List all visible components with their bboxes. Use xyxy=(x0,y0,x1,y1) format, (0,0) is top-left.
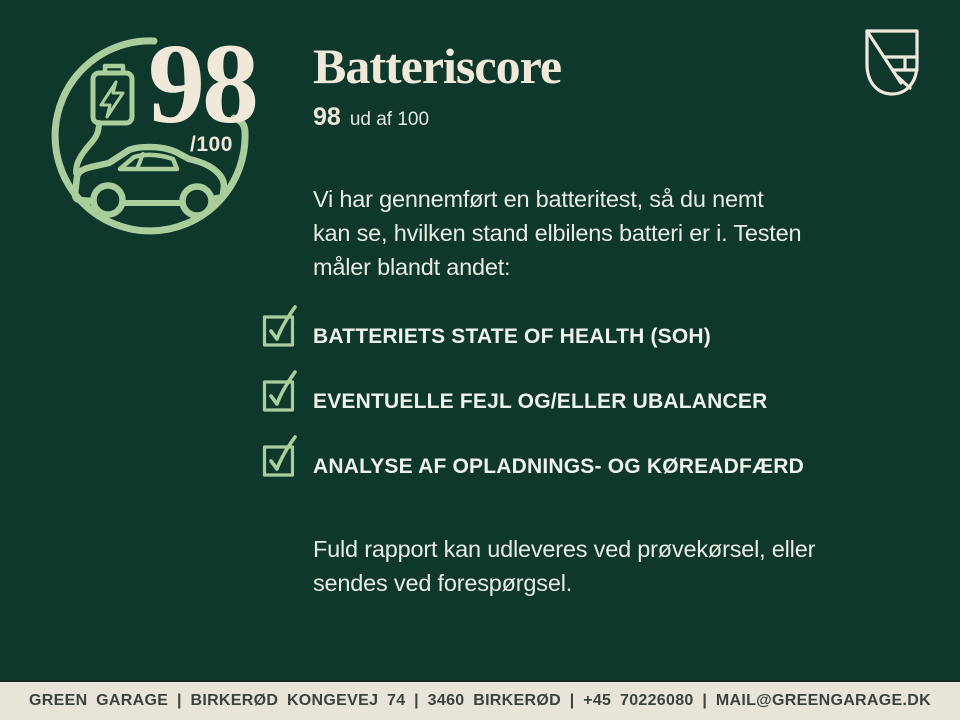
page-title: Batteriscore xyxy=(313,38,562,94)
green-garage-shield-leaf-icon xyxy=(865,29,919,96)
score-summary: 98 ud af 100 xyxy=(313,103,429,132)
footer-contact-text: GREEN GARAGE | BIRKERØD KONGEVEJ 74 | 34… xyxy=(29,692,931,709)
footer-bar: GREEN GARAGE | BIRKERØD KONGEVEJ 74 | 34… xyxy=(0,680,960,720)
outro-paragraph: Fuld rapport kan udleveres ved prøvekørs… xyxy=(313,532,815,600)
big-score-value: 98 xyxy=(148,20,259,147)
outro-line: sendes ved forespørgsel. xyxy=(313,570,573,596)
big-score-denominator: /100 xyxy=(190,133,233,156)
checklist-item-label: ANALYSE AF OPLADNINGS- OG KØREADFÆRD xyxy=(313,455,804,478)
intro-line: måler blandt andet: xyxy=(313,254,511,280)
score-value: 98 xyxy=(313,103,341,131)
checklist-item-label: BATTERIETS STATE OF HEALTH (SOH) xyxy=(313,325,711,348)
checked-checkbox-icon xyxy=(262,370,297,412)
checked-checkbox-icon xyxy=(262,435,297,477)
checklist-item-label: EVENTUELLE FEJL OG/ELLER UBALANCER xyxy=(313,390,768,413)
checked-checkbox-icon xyxy=(262,305,297,347)
outro-line: Fuld rapport kan udleveres ved prøvekørs… xyxy=(313,536,816,562)
score-suffix: ud af 100 xyxy=(349,109,430,130)
intro-line: kan se, hvilken stand elbilens batteri e… xyxy=(313,220,802,246)
intro-line: Vi har gennemført en batteritest, så du … xyxy=(313,186,764,212)
ev-car-charging-icon xyxy=(51,37,249,235)
intro-paragraph: Vi har gennemført en batteritest, så du … xyxy=(313,182,802,284)
